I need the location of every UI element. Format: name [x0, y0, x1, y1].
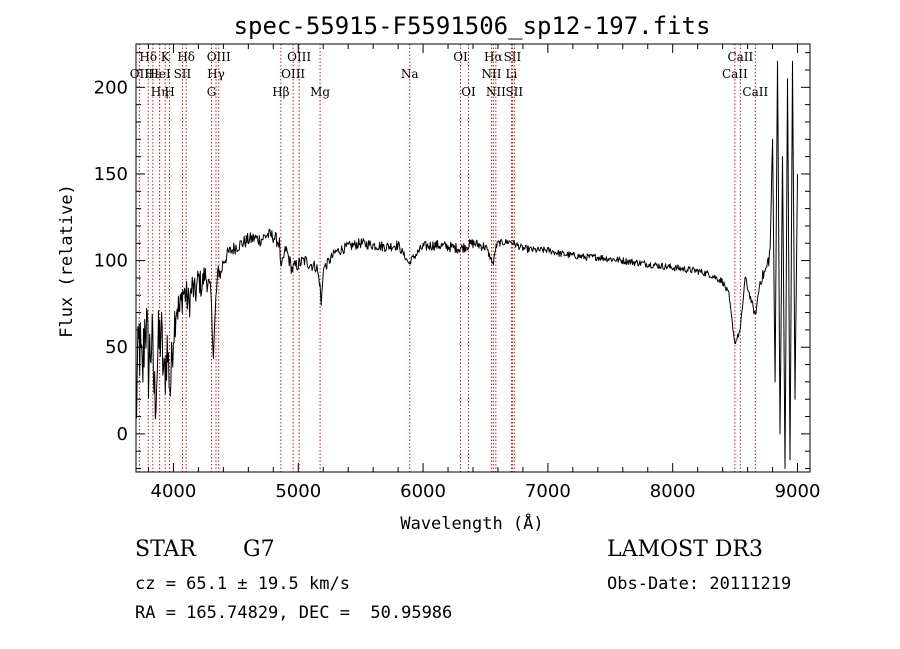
- line-marker-label: SII: [504, 50, 522, 64]
- line-marker-label: Hε: [145, 67, 162, 81]
- survey-label: LAMOST DR3: [607, 537, 763, 562]
- line-marker-label: K: [161, 50, 171, 64]
- x-tick-label: 8000: [650, 481, 696, 502]
- plot-axes: [135, 43, 811, 473]
- line-marker-label: Mg: [310, 85, 330, 99]
- line-marker-label: Hα: [484, 50, 503, 64]
- line-marker-label: OI: [453, 50, 468, 64]
- line-marker-label: OII: [130, 67, 150, 81]
- line-marker-label: Li: [506, 67, 518, 81]
- line-marker-label: G: [207, 85, 217, 99]
- x-tick-label: 9000: [775, 481, 821, 502]
- obs-date-label: Obs-Date: 20111219: [607, 574, 792, 594]
- line-marker-label: OIII: [207, 50, 231, 64]
- line-marker-label: SII: [174, 67, 192, 81]
- line-marker-label: SII: [505, 85, 523, 99]
- line-marker-label: Hδ: [177, 50, 195, 64]
- class-label: STAR: [135, 537, 196, 562]
- line-marker-label: Hγ: [207, 67, 225, 81]
- line-marker-label: HeI: [148, 67, 171, 81]
- x-tick-label: 6000: [400, 481, 446, 502]
- coordinates-label: RA = 165.74829, DEC = 50.95986: [135, 603, 453, 623]
- line-marker-label: Hβ: [272, 85, 289, 99]
- line-marker-label: NII: [481, 67, 501, 81]
- y-axis-label: Flux (relative): [57, 184, 77, 338]
- line-marker-label: CaII: [742, 85, 768, 99]
- subclass-label: G7: [243, 537, 275, 562]
- y-tick-label: 100: [94, 251, 128, 272]
- series-line-spectrum: [135, 60, 798, 469]
- x-tick-label: 5000: [275, 481, 321, 502]
- line-marker-label: NII: [486, 85, 506, 99]
- x-axis-label: Wavelength (Å): [400, 512, 543, 534]
- line-marker-label: OIII: [287, 50, 311, 64]
- plot-frame: [135, 43, 811, 473]
- y-tick-label: 0: [117, 424, 128, 445]
- line-marker-label: H: [164, 85, 174, 99]
- line-marker-label: Na: [401, 67, 419, 81]
- x-tick-label: 7000: [525, 481, 571, 502]
- chart-title: spec-55915-F5591506_sp12-197.fits: [234, 12, 711, 40]
- line-marker-label: CaII: [722, 67, 748, 81]
- x-tick-label: 4000: [151, 481, 197, 502]
- y-tick-label: 50: [105, 337, 128, 358]
- redshift-label: cz = 65.1 ± 19.5 km/s: [135, 574, 350, 594]
- axis-ticks: 4000 5000 6000 7000 8000 9000 0 50 100 150 200: [94, 44, 821, 502]
- line-marker-label: OI: [461, 85, 476, 99]
- line-marker-label: CaII: [727, 50, 753, 64]
- line-marker-label: OIII: [281, 67, 305, 81]
- y-tick-label: 200: [94, 77, 128, 98]
- line-marker-label: Hδ: [139, 50, 157, 64]
- spectrum-series: [135, 60, 798, 469]
- y-tick-label: 150: [94, 164, 128, 185]
- line-marker-label: Hη: [151, 85, 169, 99]
